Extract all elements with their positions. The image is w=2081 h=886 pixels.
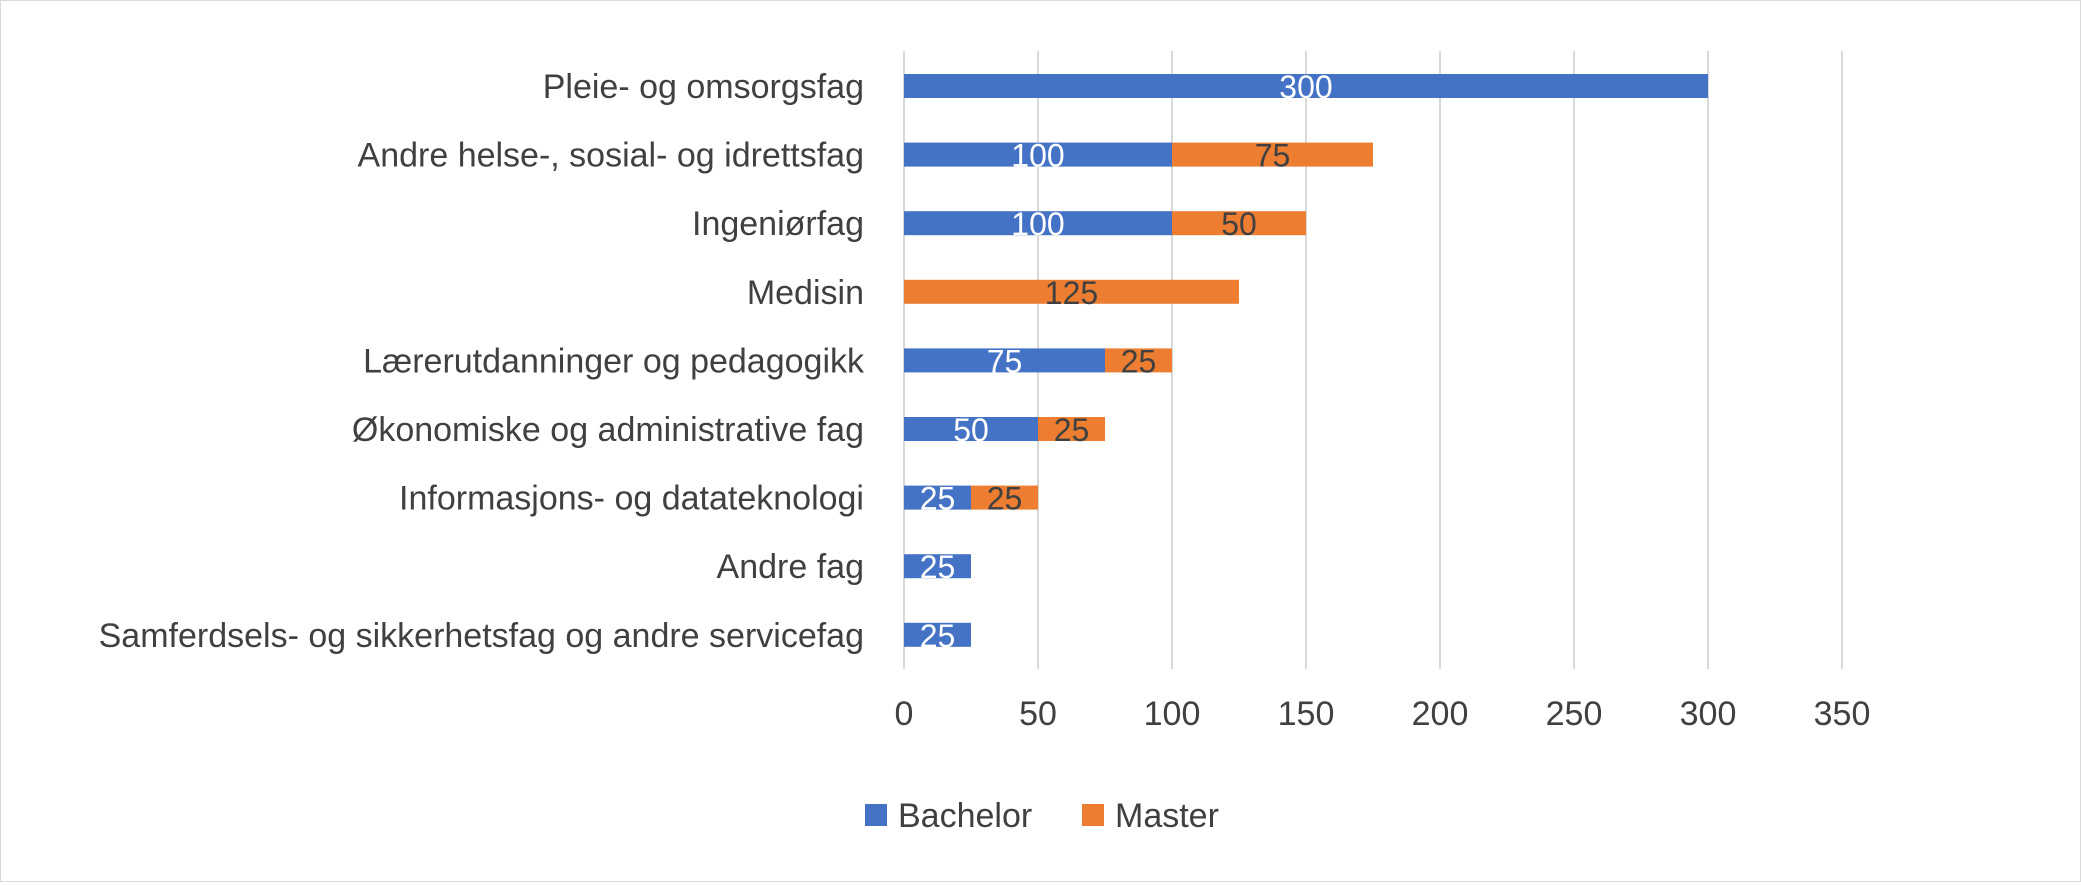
legend-label-bachelor: Bachelor bbox=[898, 797, 1032, 835]
data-label-master: 50 bbox=[1221, 206, 1257, 242]
x-tick-label: 150 bbox=[1278, 695, 1335, 733]
bar-bachelor bbox=[904, 348, 1105, 373]
data-label-bachelor: 25 bbox=[920, 618, 956, 654]
x-axis-tick-labels: 0 50 100 150 200 250 300 350 bbox=[895, 695, 1871, 733]
x-tick-label: 50 bbox=[1019, 695, 1057, 733]
data-labels: 300 100 75 100 50 125 75 25 50 25 25 25 25 25 bbox=[920, 69, 1333, 654]
data-label-bachelor: 300 bbox=[1279, 69, 1332, 105]
bar-bachelor bbox=[904, 142, 1172, 167]
legend-label-master: Master bbox=[1115, 797, 1219, 835]
category-label: Medisin bbox=[747, 274, 864, 312]
data-label-bachelor: 100 bbox=[1011, 206, 1064, 242]
bar-master bbox=[1038, 417, 1105, 441]
bar-master bbox=[904, 279, 1239, 304]
bar-bachelor bbox=[904, 554, 971, 579]
category-label: Pleie- og omsorgsfag bbox=[543, 68, 864, 106]
bar-bachelor bbox=[904, 485, 971, 510]
bar-master bbox=[971, 485, 1038, 510]
bar-master bbox=[1172, 211, 1306, 236]
data-label-master: 75 bbox=[1255, 138, 1291, 174]
bar-master bbox=[1105, 348, 1172, 373]
x-tick-label: 200 bbox=[1412, 695, 1469, 733]
category-label: Samferdsels- og sikkerhetsfag og andre s… bbox=[99, 617, 864, 655]
data-label-master: 25 bbox=[987, 481, 1023, 517]
category-label: Økonomiske og administrative fag bbox=[352, 411, 864, 449]
x-tick-label: 350 bbox=[1814, 695, 1871, 733]
data-label-bachelor: 75 bbox=[987, 343, 1023, 379]
bar-bachelor bbox=[904, 417, 1038, 441]
data-label-master: 125 bbox=[1045, 275, 1098, 311]
data-label-master: 25 bbox=[1054, 412, 1090, 448]
category-label: Andre fag bbox=[717, 548, 864, 586]
legend-swatch-master bbox=[1082, 804, 1104, 826]
bar-master bbox=[1172, 142, 1373, 167]
x-tick-label: 100 bbox=[1144, 695, 1201, 733]
data-label-master: 25 bbox=[1121, 343, 1157, 379]
data-label-bachelor: 25 bbox=[920, 481, 956, 517]
bars bbox=[904, 74, 1708, 647]
legend-swatch-bachelor bbox=[865, 804, 887, 826]
x-tick-label: 250 bbox=[1546, 695, 1603, 733]
x-tick-label: 0 bbox=[895, 695, 914, 733]
category-label: Lærerutdanninger og pedagogikk bbox=[363, 342, 865, 380]
data-label-bachelor: 25 bbox=[920, 549, 956, 585]
data-label-bachelor: 100 bbox=[1011, 138, 1064, 174]
bar-bachelor bbox=[904, 622, 971, 647]
category-labels: Pleie- og omsorgsfag Andre helse-, sosial… bbox=[99, 68, 865, 655]
legend: Bachelor Master bbox=[865, 797, 1219, 835]
bar-bachelor bbox=[904, 74, 1708, 98]
category-label: Andre helse-, sosial- og idrettsfag bbox=[358, 137, 864, 175]
category-label: Ingeniørfag bbox=[692, 205, 864, 243]
bar-bachelor bbox=[904, 211, 1172, 236]
category-label: Informasjons- og datateknologi bbox=[399, 480, 864, 518]
x-tick-label: 300 bbox=[1680, 695, 1737, 733]
data-label-bachelor: 50 bbox=[953, 412, 989, 448]
